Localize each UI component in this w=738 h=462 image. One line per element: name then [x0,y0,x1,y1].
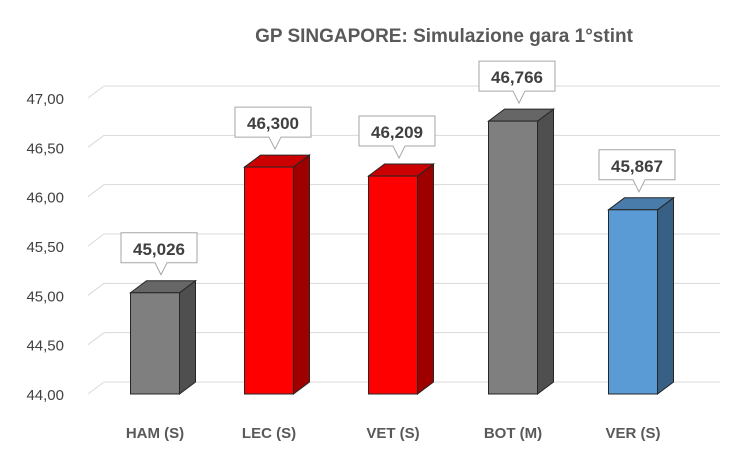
x-tick-label: LEC (S) [242,425,296,442]
data-label: 46,766 [478,60,556,105]
data-label-box [478,60,556,105]
chart-title: GP SINGAPORE: Simulazione gara 1°stint [255,26,634,47]
y-tick-label: 45,50 [26,239,64,256]
data-label-text: 45,867 [611,157,663,176]
y-axis-ticks: 44,00 44,50 45,00 45,50 46,00 46,50 47,00 [26,91,64,404]
y-tick-label: 46,50 [26,140,64,157]
bar-front [608,209,658,395]
bar [607,196,675,395]
data-label: 45,026 [120,232,198,276]
bar [129,279,197,395]
gridline-depth [87,381,105,395]
bar-front [244,166,294,395]
data-label-text: 46,300 [247,114,299,133]
gridline-depth [87,233,105,247]
y-tick-label: 44,50 [26,338,64,355]
y-tick-label: 47,00 [26,91,64,108]
bar [487,108,555,395]
bar-front [368,175,418,395]
data-label-box [598,149,676,193]
gridline-depth [87,134,105,148]
bar-side [657,196,674,395]
data-label-box [120,232,198,276]
bar-side [417,163,434,395]
gridline-depth [87,282,105,296]
bar [243,154,311,395]
bars [129,108,675,395]
bar-side [537,108,554,395]
data-label-text: 46,766 [491,68,543,87]
y-tick-label: 45,00 [26,288,64,305]
data-label-box [234,106,312,151]
y-tick-label: 46,00 [26,190,64,207]
bar-front [130,292,180,395]
bar [367,163,435,395]
bar-front [488,120,538,395]
data-label: 46,300 [234,106,312,151]
y-tick-label: 44,00 [26,387,64,404]
data-label: 45,867 [598,149,676,193]
data-labels: 45,026 46,300 46,209 46,766 45,867 [120,60,676,276]
x-tick-label: VET (S) [366,425,419,442]
gridline-depth [87,184,105,198]
data-label-box [358,115,436,160]
x-tick-label: BOT (M) [484,425,542,442]
x-tick-label: VER (S) [605,425,660,442]
gridline-depth [87,85,105,99]
bar-side [293,154,310,395]
data-label-text: 45,026 [133,240,185,259]
x-tick-label: HAM (S) [126,425,184,442]
bar-side [179,279,196,395]
data-label: 46,209 [358,115,436,160]
data-label-text: 46,209 [371,123,423,142]
gridline-depth [87,332,105,346]
x-axis-ticks: HAM (S) LEC (S) VET (S) BOT (M) VER (S) [126,425,661,442]
